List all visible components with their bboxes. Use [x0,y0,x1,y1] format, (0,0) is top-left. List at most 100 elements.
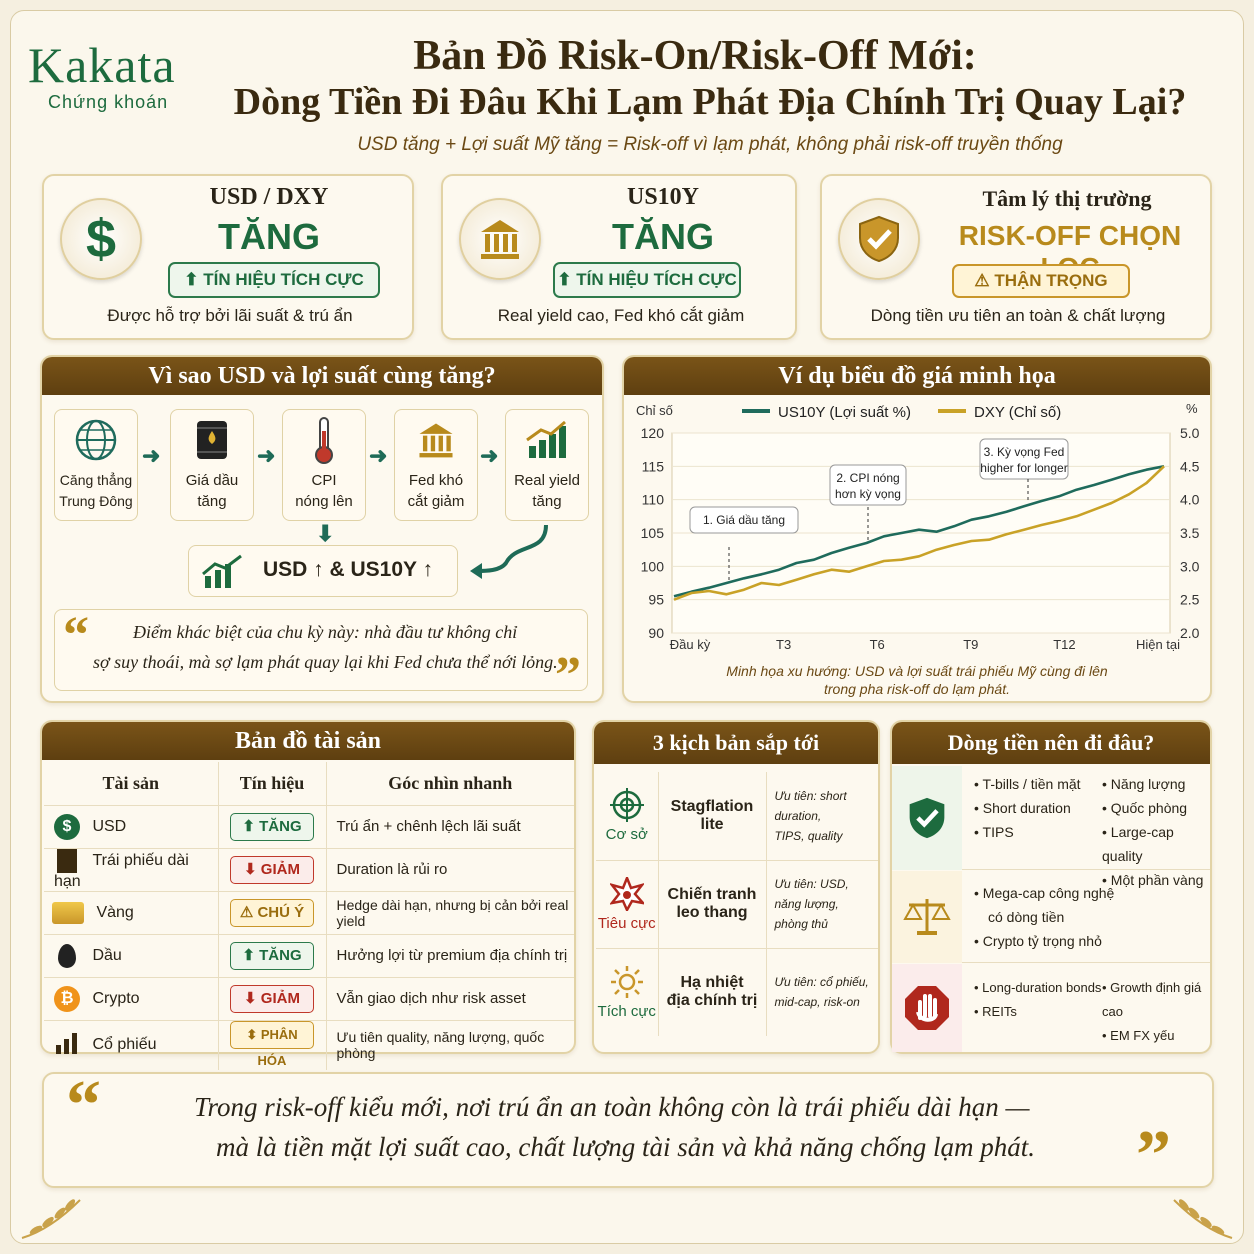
arrow-down-icon: ⬇ [316,521,335,546]
card-label: Tâm lý thị trường [982,186,1152,211]
flow-step: Real yield tăng [505,409,589,521]
flow-group-avoid: Long-duration bondsREITs Growth định giá… [892,964,1210,1052]
col-header: Tín hiệu [218,762,327,806]
y-right-tick: 3.0 [1180,558,1200,574]
flow-list-left: Mega-cap công nghệ có dòng tiền Crypto t… [974,881,1115,953]
col-header: Góc nhìn nhanh [326,762,574,806]
x-tick: T9 [963,637,978,652]
usd-card: $ USD / DXY TĂNG ⬆ TÍN HIỆU TÍCH CỰC Đượ… [42,174,414,340]
x-tick: T12 [1053,637,1075,652]
scenario-case: Tiêu cực [597,914,656,932]
bank-icon [395,410,477,470]
result-text: USD ↑ & US10Y ↑ [263,558,433,581]
signal-badge: ⬇ GIẢM [230,855,314,884]
scenario-case: Tích cực [597,1002,656,1020]
brand-subtitle: Chứng khoán [48,92,169,112]
quote-close-icon: ” [1136,1117,1171,1194]
asset-name: Trái phiếu dài hạn [54,851,189,890]
flow-step: CPI nóng lên [282,409,366,521]
bitcoin-icon: ₿ [54,985,80,1012]
quote-close-icon: ” [555,647,581,704]
stop-hand-icon [905,986,949,1030]
section-title: 3 kịch bản sắp tới [594,722,878,764]
annotation-text: hơn kỳ vọng [835,487,901,501]
x-tick: T3 [776,637,791,652]
scenario-priority: Ưu tiên: cổ phiếu, mid-cap, risk-on [774,975,869,1010]
series-line [673,465,1165,598]
why-section: Vì sao USD và lợi suất cùng tăng? Căng t… [40,355,604,704]
y-left-tick: 105 [641,525,665,541]
laurel-left-icon [21,1199,81,1239]
y-right-axis-label: % [1186,401,1198,416]
sun-icon [610,965,643,998]
scenario-table: Cơ sở Stagflation lite Ưu tiên: short du… [596,772,878,1036]
explosion-icon [608,874,647,913]
bar-chart-icon [54,1031,80,1060]
signal-badge: ⬇ GIẢM [230,984,314,1013]
asset-view: Trú ẩn + chênh lệch lãi suất [326,805,574,849]
step-label-2: Trung Đông [59,493,133,509]
asset-view: Vẫn giao dịch như risk asset [326,977,574,1021]
step-label-2: cắt giảm [407,493,465,510]
y-right-tick: 2.0 [1180,625,1200,641]
card-desc: Dòng tiền ưu tiên an toàn & chất lượng [870,306,1166,325]
scenario-name: Hạ nhiệt địa chính trị [658,948,767,1036]
section-title: Bản đồ tài sản [42,722,574,760]
y-right-tick: 5.0 [1180,425,1200,441]
asset-view: Hưởng lợi từ premium địa chính trị [326,934,574,978]
step-label-1: Real yield [514,472,580,489]
x-tick: T6 [870,637,885,652]
y-left-tick: 115 [642,458,665,474]
brand-logo: Kakata [28,37,176,93]
bar-chart-up-icon [506,410,588,470]
target-icon [609,788,644,823]
shield-check-icon [909,797,945,839]
dollar-icon: $ [60,198,142,280]
gold-bars-icon [52,901,84,924]
y-left-tick: 110 [642,492,665,508]
card-label: US10Y [626,184,699,210]
asset-name: USD [92,817,127,835]
bottom-quote: “ Trong risk-off kiểu mới, nơi trú ẩn an… [42,1067,1214,1194]
flow-step: Giá dầu tăng [170,409,254,521]
section-title: Dòng tiền nên đi đâu? [892,722,1210,764]
scenario-case: Cơ sở [605,826,648,844]
quote-line2: sợ suy thoái, mà sợ lạm phát quay lại kh… [93,652,558,672]
step-label-1: Căng thẳng [59,472,133,488]
scenarios-section: 3 kịch bản sắp tới Cơ sở Stagflation lit… [592,720,880,1054]
scale-icon [903,899,951,935]
card-desc: Được hỗ trợ bởi lãi suất & trú ẩn [107,306,353,325]
y-right-tick: 4.5 [1180,458,1200,474]
arrow-right-icon: ➜ [142,443,161,468]
annotation-text: 2. CPI nóng [836,471,899,485]
card-desc: Real yield cao, Fed khó cắt giảm [497,306,745,325]
laurel-right-icon [1173,1199,1233,1239]
curved-arrow-icon [470,524,548,579]
globe-icon [55,410,137,470]
quote-line1: Điểm khác biệt của chu kỳ này: nhà đầu t… [133,622,518,642]
caution-pill: ⚠ THẬN TRỌNG [952,264,1130,298]
document-icon [57,848,77,873]
series-line [673,465,1165,601]
y-left-tick: 120 [641,425,665,441]
y-left-tick: 90 [648,625,664,641]
quote-line1: Trong risk-off kiểu mới, nơi trú ẩn an t… [194,1092,1030,1122]
page-subtitle: USD tăng + Lợi suất Mỹ tăng = Risk-off v… [357,134,1063,155]
scenario-row: Tiêu cực Chiến tranh leo thang Ưu tiên: U… [596,860,878,949]
asset-view: Hedge dài hạn, nhưng bị cản bởi real yie… [326,891,574,935]
annotation-box [689,506,799,534]
chart-caption-2: trong pha risk-off do lạm phát. [824,681,1010,697]
step-label-2: nóng lên [295,493,353,510]
scenario-priority: Ưu tiên: short duration, TIPS, quality [766,772,878,861]
step-label-1: Giá dầu [185,472,239,489]
section-title: Ví dụ biểu đồ giá minh họa [624,357,1210,395]
annotation-text: 3. Kỳ vọng Fed [984,445,1065,459]
y-right-tick: 2.5 [1180,592,1200,608]
y-right-tick: 3.5 [1180,525,1200,541]
page-title-line1: Bản Đồ Risk-On/Risk-Off Mới: [413,33,977,79]
table-row: Vàng ⚠ CHÚ Ý Hedge dài hạn, nhưng bị cản… [44,891,574,935]
scenario-row: Tích cực Hạ nhiệt địa chính trị Ưu tiên: … [596,948,878,1036]
arrow-right-icon: ➜ [480,443,499,468]
col-header: Tài sản [44,762,219,806]
card-label: USD / DXY [209,184,329,210]
